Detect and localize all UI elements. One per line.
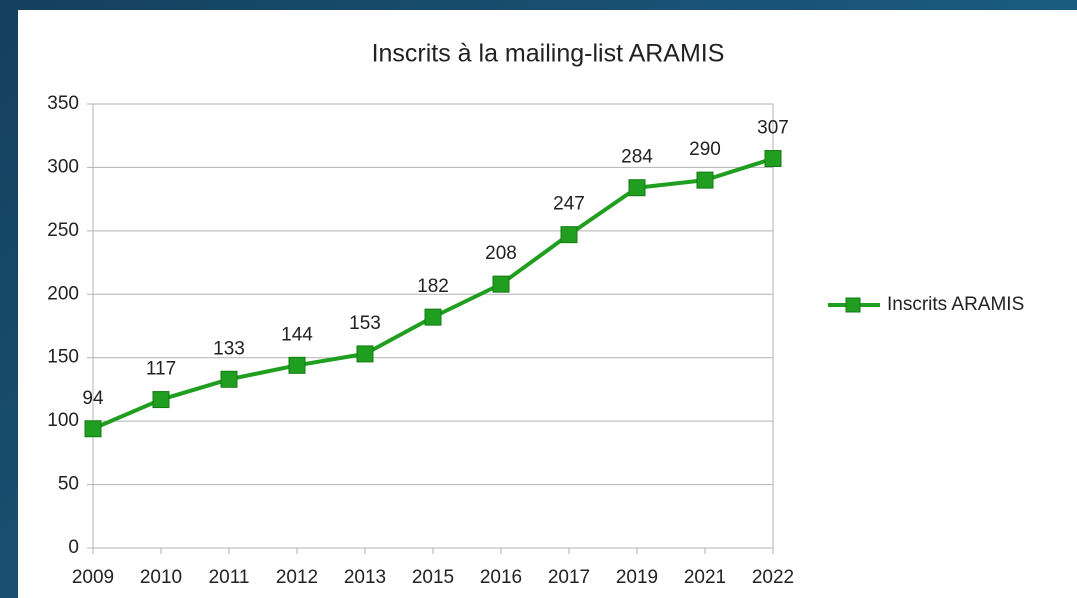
marker: [152, 391, 170, 409]
data-label: 290: [689, 139, 721, 160]
marker: [424, 308, 442, 326]
x-tick-label: 2022: [752, 567, 794, 588]
y-tick-label: 150: [47, 347, 79, 368]
chart-panel: [18, 10, 1077, 598]
x-tick-label: 2010: [140, 567, 182, 588]
marker: [492, 275, 510, 293]
x-tick-label: 2017: [548, 567, 590, 588]
legend-label: Inscrits ARAMIS: [887, 294, 1024, 315]
data-label: 153: [349, 313, 381, 334]
y-tick-label: 250: [47, 220, 79, 241]
data-label: 307: [757, 118, 789, 139]
y-tick-label: 200: [47, 283, 79, 304]
data-label: 284: [621, 147, 653, 168]
marker: [560, 226, 578, 244]
data-label: 208: [485, 243, 517, 264]
x-tick-label: 2011: [209, 567, 250, 588]
legend-marker: [845, 297, 861, 313]
marker: [84, 420, 102, 438]
y-tick-label: 350: [47, 93, 79, 114]
marker: [764, 150, 782, 168]
marker: [288, 356, 306, 374]
x-tick-label: 2016: [480, 567, 522, 588]
marker: [628, 179, 646, 197]
marker: [220, 370, 238, 388]
x-tick-label: 2015: [412, 567, 454, 588]
x-tick-label: 2019: [616, 567, 658, 588]
data-label: 94: [82, 388, 104, 409]
chart-title: Inscrits à la mailing-list ARAMIS: [372, 40, 725, 68]
y-tick-label: 50: [58, 474, 79, 495]
data-label: 144: [281, 324, 313, 345]
data-label: 182: [417, 276, 449, 297]
y-tick-label: 100: [47, 410, 79, 431]
x-tick-label: 2021: [684, 567, 726, 588]
data-label: 117: [146, 359, 176, 380]
data-label: 133: [213, 338, 245, 359]
y-tick-label: 0: [68, 537, 79, 558]
x-tick-label: 2012: [276, 567, 318, 588]
marker: [696, 171, 714, 189]
x-tick-label: 2009: [72, 567, 114, 588]
marker: [356, 345, 374, 363]
y-tick-label: 300: [47, 156, 79, 177]
data-label: 247: [553, 194, 585, 215]
x-tick-label: 2013: [344, 567, 386, 588]
